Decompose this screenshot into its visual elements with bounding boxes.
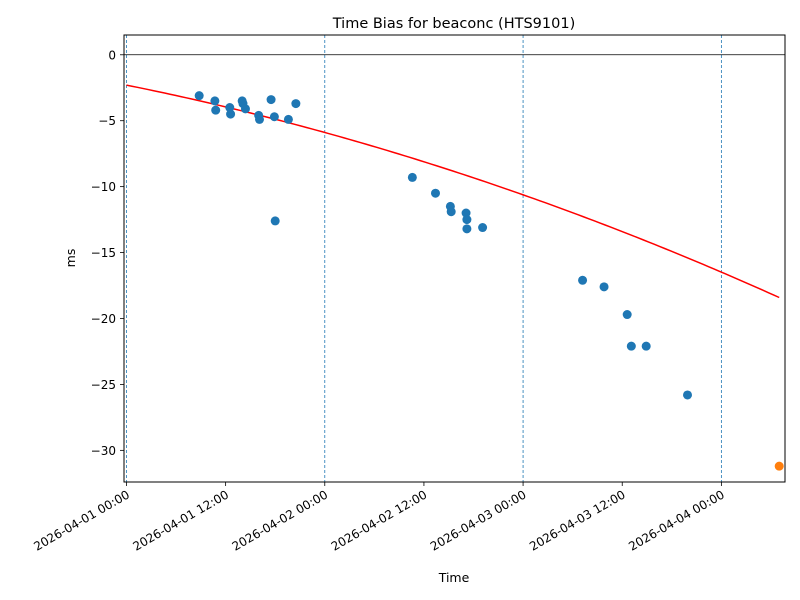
chart-title: Time Bias for beaconc (HTS9101) [332,16,575,32]
data-point [462,224,472,234]
data-point [626,341,636,351]
data-point [641,341,651,351]
x-tick-label: 2026-04-01 00:00 [31,487,132,553]
data-point [622,310,632,320]
x-tick-label: 2026-04-01 12:00 [130,487,231,553]
data-point [599,282,609,292]
x-tick-label: 2026-04-03 00:00 [428,487,529,553]
data-point [283,114,293,124]
fit-curve [126,84,780,299]
data-point [478,223,488,233]
data-point [269,112,279,122]
x-tick-label: 2026-04-03 12:00 [527,487,628,553]
data-point [430,188,440,198]
data-point [194,91,204,101]
data-point [240,104,250,114]
y-axis-ticks: 0 −5 −10 −15 −20 −25 −30 [91,48,124,458]
data-point [462,215,472,225]
x-tick-label: 2026-04-02 00:00 [230,487,331,553]
data-point [225,103,235,113]
x-tick-label: 2026-04-02 12:00 [329,487,430,553]
y-tick-label: −30 [91,444,116,458]
data-point [407,172,417,182]
y-axis-label: ms [63,249,78,268]
data-point [461,208,471,218]
data-points [194,91,784,471]
x-axis-label: Time [438,570,470,585]
y-tick-label: −5 [98,114,116,128]
y-tick-label: −15 [91,246,116,260]
data-point [211,105,221,115]
data-point [446,207,456,217]
data-point [210,96,220,106]
data-point [266,95,276,105]
plot-frame [123,34,786,483]
data-point [255,114,265,124]
data-point [226,109,236,119]
data-point [291,99,301,109]
data-point [683,390,693,400]
day-boundary-lines [126,35,722,482]
data-point [270,216,280,226]
y-tick-label: −10 [91,180,116,194]
y-tick-label: −25 [91,378,116,392]
y-tick-label: −20 [91,312,116,326]
y-tick-label: 0 [108,48,116,62]
data-point [578,275,588,285]
x-tick-label: 2026-04-04 00:00 [626,487,727,553]
data-point [774,461,784,471]
